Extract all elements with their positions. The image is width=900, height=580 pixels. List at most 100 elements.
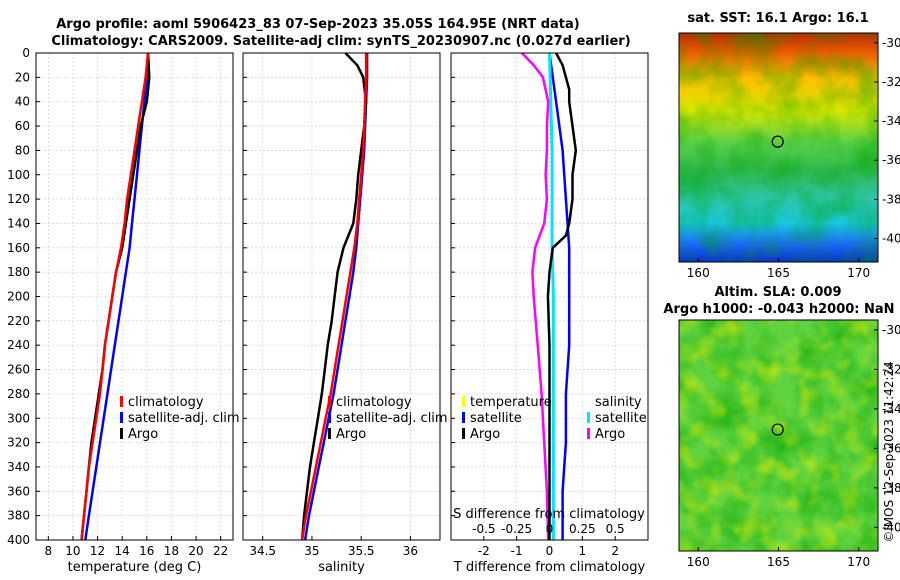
- y-tick-label: 280: [7, 387, 30, 401]
- y-tick-label: 380: [7, 509, 30, 523]
- y-tick-label: -38: [882, 192, 900, 206]
- x-tick-label: 20: [188, 544, 203, 558]
- series-temperature-satellite: [548, 52, 571, 540]
- y-tick-label: -38: [882, 481, 900, 495]
- legend-entry: Argo: [336, 427, 366, 442]
- y-tick-label: 140: [7, 216, 30, 230]
- sla-map-title-line1: Altim. SLA: 0.009: [715, 285, 842, 300]
- salinity-panel: 34.5 35 35.5 36 salinity climatologysatellite…: [242, 52, 448, 575]
- secondary-tick-label: 0: [546, 522, 554, 536]
- y-tick-label: 60: [15, 119, 30, 133]
- x-tick-label: 14: [115, 544, 130, 558]
- legend-swatch: [587, 428, 590, 439]
- legend-entry: satellite-adj. clim: [128, 411, 240, 426]
- series-climatology: [80, 52, 150, 541]
- secondary-tick-label: 0.25: [569, 522, 596, 536]
- x-tick-label: 35: [304, 544, 319, 558]
- figure-title-line1: Argo profile: aoml 5906423_83 07-Sep-202…: [56, 17, 580, 32]
- legend-entry: climatology: [336, 395, 412, 410]
- y-tick-label: -30: [882, 36, 900, 50]
- timestamp: ©IMOS 12-Sep-2023 11:42:24: [882, 361, 896, 543]
- legend-entry: satellite: [595, 411, 647, 426]
- x-tick-label: 2: [611, 544, 619, 558]
- x-axis-label: salinity: [318, 560, 365, 575]
- x-tick-label: 170: [847, 555, 870, 569]
- sst-map-title: sat. SST: 16.1 Argo: 16.1: [687, 11, 868, 26]
- y-tick-label: 40: [15, 95, 30, 109]
- x-tick-label: 160: [687, 555, 710, 569]
- x-tick-label: 18: [164, 544, 179, 558]
- y-tick-label: -32: [882, 75, 900, 89]
- legend-entry: salinity: [595, 395, 642, 410]
- legend-swatch: [462, 428, 465, 439]
- y-tick-label: 160: [7, 241, 30, 255]
- y-tick-label: 200: [7, 290, 30, 304]
- x-tick-label: 34.5: [249, 544, 276, 558]
- x-tick-label: 8: [44, 544, 52, 558]
- x-tick-label: 165: [767, 266, 790, 280]
- secondary-tick-label: -0.5: [472, 522, 495, 536]
- argo-location-marker: [771, 135, 784, 148]
- y-tick-label: -36: [882, 441, 900, 455]
- series-climatology: [300, 53, 368, 541]
- y-tick-label: 220: [7, 314, 30, 328]
- series-argo-temperature-diff: [546, 52, 578, 540]
- x-tick-label: 170: [847, 266, 870, 280]
- x-axis-label: T difference from climatology: [453, 560, 646, 575]
- legend-swatch: [462, 412, 465, 423]
- sla-map-title-line2: Argo h1000: -0.043 h2000: NaN: [663, 302, 894, 317]
- x-tick-label: 35.5: [348, 544, 375, 558]
- x-tick-label: 165: [767, 555, 790, 569]
- y-tick-label: 320: [7, 436, 30, 450]
- y-tick-label: 180: [7, 265, 30, 279]
- y-tick-label: 100: [7, 168, 30, 182]
- secondary-tick-label: 0.5: [606, 522, 625, 536]
- y-tick-label: 80: [15, 143, 30, 157]
- y-tick-label: 400: [7, 533, 30, 547]
- secondary-axis-label: S difference from climatology: [453, 507, 645, 522]
- y-tick-label: -34: [882, 402, 900, 416]
- legend-entry: satellite-adj. clim: [336, 411, 448, 426]
- legend-swatch: [120, 412, 123, 423]
- y-tick-label: -34: [882, 114, 900, 128]
- legend-swatch: [462, 396, 465, 407]
- x-tick-label: 22: [213, 544, 228, 558]
- x-axis-label: temperature (deg C): [68, 560, 202, 575]
- legend-swatch: [328, 428, 331, 439]
- y-tick-label: 0: [22, 46, 30, 60]
- y-tick-label: -30: [882, 323, 900, 337]
- y-tick-label: 340: [7, 460, 30, 474]
- legend-entry: temperature: [470, 395, 552, 410]
- y-tick-label: 120: [7, 192, 30, 206]
- x-tick-label: 0: [546, 544, 554, 558]
- y-tick-label: 240: [7, 338, 30, 352]
- legend-swatch: [587, 412, 590, 423]
- series-satellite-adj-clim: [84, 52, 150, 541]
- legend-entry: Argo: [595, 427, 625, 442]
- series-salinity-satellite: [548, 52, 555, 540]
- x-tick-label: 160: [687, 266, 710, 280]
- series-argo-salinity-diff: [521, 52, 550, 541]
- x-tick-label: 1: [579, 544, 587, 558]
- legend-swatch: [328, 396, 331, 407]
- legend-swatch: [120, 396, 123, 407]
- secondary-tick-label: -0.25: [501, 522, 532, 536]
- sst-map-axes: 160 165 170 -30 -32 -34 -36 -38 -40: [678, 32, 900, 280]
- y-tick-label: 20: [15, 70, 30, 84]
- y-tick-label: -40: [882, 520, 900, 534]
- y-tick-label: -40: [882, 232, 900, 246]
- legend-swatch: [120, 428, 123, 439]
- x-tick-label: 16: [139, 544, 154, 558]
- x-tick-label: 36: [403, 544, 418, 558]
- legend-entry: Argo: [128, 427, 158, 442]
- y-tick-label: -36: [882, 153, 900, 167]
- difference-panel: -2 -1 0 1 2 T difference from climatology temp…: [450, 52, 649, 575]
- x-tick-label: 12: [90, 544, 105, 558]
- legend-entry: satellite: [470, 411, 522, 426]
- x-tick-label: 10: [65, 544, 80, 558]
- x-tick-label: -2: [478, 544, 490, 558]
- legend-entry: climatology: [128, 395, 204, 410]
- temperature-panel: 0 20 40 60 80 100 120 140 160 180 200 220 240 260 280 3…: [7, 46, 240, 575]
- y-tick-label: 300: [7, 411, 30, 425]
